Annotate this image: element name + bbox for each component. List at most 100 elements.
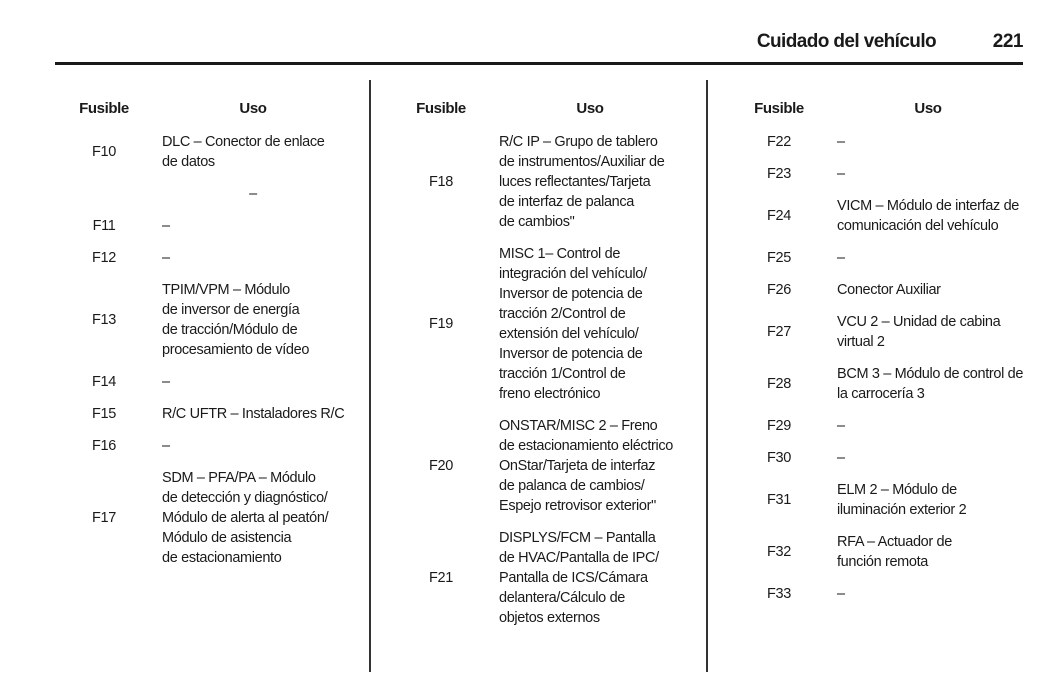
- fuse-use-line: la carrocería 3: [837, 386, 925, 402]
- fuse-id: F14: [92, 374, 116, 390]
- fuse-use-line: de tracción/Módulo de: [162, 322, 298, 338]
- fuse-id: F24: [767, 208, 791, 224]
- fuse-use: –: [837, 248, 845, 268]
- section-title: Cuidado del vehículo: [756, 31, 937, 52]
- table-header: Fusible Uso: [729, 100, 1023, 122]
- fuse-id: F23: [767, 166, 791, 182]
- fuse-use: BCM 3 – Módulo de control de la carrocerí…: [837, 364, 1023, 404]
- fuse-use-line: delantera/Cálculo de: [499, 590, 626, 606]
- table-row: F33 –: [729, 584, 1023, 604]
- fuse-use-line: ELM 2 – Módulo de: [837, 482, 957, 498]
- fuse-id: F21: [429, 570, 453, 586]
- fuse-id: F26: [767, 282, 791, 298]
- fuse-use: RFA – Actuador de función remota: [837, 532, 952, 572]
- fuse-use: DLC – Conector de enlace de datos: [162, 132, 325, 172]
- fuse-use-line: –: [837, 250, 845, 266]
- table-row: F15 R/C UFTR – Instaladores R/C: [54, 404, 345, 424]
- fuse-use-line: objetos externos: [499, 610, 600, 626]
- fuse-use-line: ONSTAR/MISC 2 – Freno: [499, 418, 658, 434]
- fuse-use-line: de datos: [162, 154, 215, 170]
- fuse-id: F10: [92, 144, 116, 160]
- fuse-use-line: RFA – Actuador de: [837, 534, 952, 550]
- page-number: 221: [992, 31, 1024, 52]
- fuse-use-line: R/C IP – Grupo de tablero: [499, 134, 658, 150]
- fuse-use-line: –: [837, 166, 845, 182]
- fuse-use: –: [837, 584, 845, 604]
- fuse-use-line: virtual 2: [837, 334, 885, 350]
- header-use: Uso: [576, 100, 604, 117]
- table-header: Fusible Uso: [391, 100, 673, 122]
- table-row: F28 BCM 3 – Módulo de control de la carroc…: [729, 364, 1023, 404]
- fuse-use-line: de detección y diagnóstico/: [162, 490, 328, 506]
- fuse-use-line: tracción 2/Control de: [499, 306, 626, 322]
- fuse-use-line: TPIM/VPM – Módulo: [162, 282, 290, 298]
- header-use: Uso: [239, 100, 267, 117]
- fuse-id: F13: [92, 312, 116, 328]
- table-row: F25 –: [729, 248, 1023, 268]
- header-rule: [55, 62, 1023, 65]
- fuse-use-line: –: [162, 250, 170, 266]
- fuse-use-line: de cambios": [499, 214, 575, 230]
- fuse-use-line: BCM 3 – Módulo de control de: [837, 366, 1024, 382]
- table-row: F24 VICM – Módulo de interfaz de comunicac…: [729, 196, 1023, 236]
- fuse-id: F16: [92, 438, 116, 454]
- table-row: F21 DISPLYS/FCM – Pantalla de HVAC/Pantall…: [391, 528, 673, 628]
- fuse-id: F27: [767, 324, 791, 340]
- table-row: F23 –: [729, 164, 1023, 184]
- table-row: F27 VCU 2 – Unidad de cabina virtual 2: [729, 312, 1023, 352]
- fuse-use-line: –: [162, 218, 170, 234]
- fuse-id: F25: [767, 250, 791, 266]
- fuse-use: –: [837, 416, 845, 436]
- fuse-use-line: DISPLYS/FCM – Pantalla: [499, 530, 656, 546]
- fuse-use-line: OnStar/Tarjeta de interfaz: [499, 458, 656, 474]
- column-divider: [369, 80, 371, 672]
- fuse-use-line: Módulo de alerta al peatón/: [162, 510, 329, 526]
- fuse-use-line: iluminación exterior 2: [837, 502, 967, 518]
- fuse-use-line: de palanca de cambios/: [499, 478, 645, 494]
- fuse-id: F31: [767, 492, 791, 508]
- fuse-use: ELM 2 – Módulo de iluminación exterior 2: [837, 480, 967, 520]
- fuse-use-line: de interfaz de palanca: [499, 194, 634, 210]
- fuse-use-line: –: [837, 134, 845, 150]
- fuse-use-line: –: [162, 374, 170, 390]
- fuse-id: F12: [92, 250, 116, 266]
- table-row: F22 –: [729, 132, 1023, 152]
- fuse-use-line: comunicación del vehículo: [837, 218, 999, 234]
- fuse-use-line: –: [837, 586, 845, 602]
- table-row: F31 ELM 2 – Módulo de iluminación exterior…: [729, 480, 1023, 520]
- fuse-id: F32: [767, 544, 791, 560]
- fuse-use-line: Inversor de potencia de: [499, 346, 643, 362]
- fuse-use: MISC 1– Control de integración del vehícu…: [499, 244, 647, 404]
- fuse-id: F30: [767, 450, 791, 466]
- header-use: Uso: [914, 100, 942, 117]
- fuse-use: TPIM/VPM – Módulo de inversor de energía d…: [162, 280, 309, 360]
- fuse-use: VCU 2 – Unidad de cabina virtual 2: [837, 312, 1001, 352]
- fuse-use: Conector Auxiliar: [837, 280, 941, 300]
- fuse-use-line: VICM – Módulo de interfaz de: [837, 198, 1020, 214]
- fuse-use-line: DLC – Conector de enlace: [162, 134, 325, 150]
- fuse-use: –: [162, 248, 170, 268]
- fuse-use-line: freno electrónico: [499, 386, 601, 402]
- fuse-use-line: función remota: [837, 554, 929, 570]
- table-row: F17 SDM – PFA/PA – Módulo de detección y d…: [54, 468, 344, 568]
- fuse-use-line: integración del vehículo/: [499, 266, 647, 282]
- fuse-use-line: –: [837, 418, 845, 434]
- fuse-use-line: de HVAC/Pantalla de IPC/: [499, 550, 659, 566]
- table-row: F18 R/C IP – Grupo de tablero de instrumen…: [391, 132, 673, 232]
- fuse-use: R/C UFTR – Instaladores R/C: [162, 404, 345, 424]
- fuse-use: SDM – PFA/PA – Módulo de detección y diag…: [162, 468, 329, 568]
- fuse-id: F11: [92, 218, 116, 234]
- table-row: F19 MISC 1– Control de integración del veh…: [391, 244, 673, 404]
- fuse-table-column-1: Fusible Uso F10 DLC – Conector de enlace de …: [54, 100, 345, 580]
- fuse-use: ONSTAR/MISC 2 – Freno de estacionamiento …: [499, 416, 673, 516]
- fuse-id: F19: [429, 316, 453, 332]
- fuse-id: F22: [767, 134, 791, 150]
- fuse-use: –: [837, 448, 845, 468]
- fuse-use-line: extensión del vehículo/: [499, 326, 639, 342]
- header-fuse: Fusible: [79, 100, 129, 117]
- table-row: F26 Conector Auxiliar: [729, 280, 1023, 300]
- fuse-use-line: de estacionamiento: [162, 550, 282, 566]
- fuse-id: F18: [429, 174, 453, 190]
- fuse-use: –: [837, 164, 845, 184]
- header-fuse: Fusible: [416, 100, 466, 117]
